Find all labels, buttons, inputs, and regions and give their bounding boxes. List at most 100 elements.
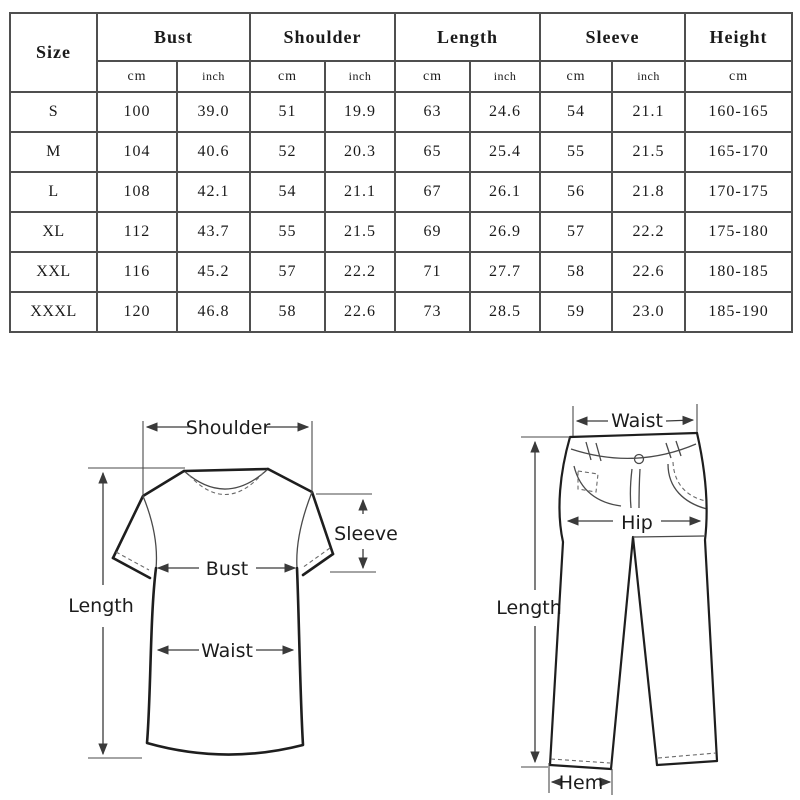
measurement-value: 54	[249, 171, 327, 213]
pants-left-outer-seam	[548, 435, 572, 767]
measurement-value: 57	[249, 251, 327, 293]
pants-fly-lines	[629, 468, 641, 509]
size-label: XXL	[9, 251, 98, 293]
measurement-value: 28.5	[469, 291, 542, 333]
pants-hem-label: Hem	[559, 772, 604, 794]
size-chart-table: Size Bust Shoulder Length Sleeve Height …	[9, 12, 794, 333]
measurement-value: 23.0	[611, 291, 687, 333]
measurement-value: 175-180	[684, 211, 794, 253]
size-row-xxl: XXL 116 45.2 57 22.2 71 27.7 58 22.6 180-185	[9, 251, 794, 293]
pants-right-pocket-curve	[667, 463, 708, 510]
measurement-value: 46.8	[175, 291, 252, 333]
measurement-value: 27.7	[469, 251, 542, 293]
pants-coin-pocket-dashed	[577, 470, 599, 493]
measurement-value: 40.6	[175, 131, 252, 173]
measurement-value: 22.2	[611, 211, 687, 253]
table-subheader-row: cm inch cm inch cm inch cm inch cm	[10, 60, 794, 93]
shirt-right-cuff-dashed	[301, 547, 331, 569]
shirt-length-label: Length	[68, 595, 134, 617]
pants-left-hem-line	[548, 763, 613, 771]
bust-group-header: Bust	[95, 12, 252, 62]
pants-right-cuff-dashed	[657, 752, 717, 759]
size-row-xxxl: XXXL 120 46.8 58 22.6 73 28.5 59 23.0 185-190	[9, 291, 794, 333]
measurement-value: 56	[539, 171, 614, 213]
measurement-value: 55	[249, 211, 327, 253]
shirt-right-armhole-seam	[296, 491, 313, 569]
measurement-value: 104	[96, 131, 178, 173]
measurement-value: 67	[394, 171, 472, 213]
shoulder-cm-header: cm	[249, 60, 327, 93]
measurement-value: 160-165	[684, 91, 794, 133]
pants-length-label: Length	[496, 597, 562, 619]
measurement-value: 21.5	[611, 131, 687, 173]
measurement-value: 42.1	[175, 171, 252, 213]
measurement-value: 55	[539, 131, 614, 173]
sleeve-inch-header: inch	[611, 60, 687, 93]
measurement-value: 180-185	[684, 251, 794, 293]
measurement-value: 45.2	[175, 251, 252, 293]
measurement-value: 112	[96, 211, 178, 253]
size-row-s: S 100 39.0 51 19.9 63 24.6 54 21.1 160-165	[9, 91, 794, 133]
sleeve-group-header: Sleeve	[539, 12, 687, 62]
measurement-value: 52	[249, 131, 327, 173]
height-cm-header: cm	[684, 60, 794, 93]
measurement-value: 185-190	[684, 291, 794, 333]
shirt-right-cuff	[301, 552, 335, 577]
measurement-value: 58	[539, 251, 614, 293]
measurement-value: 58	[249, 291, 327, 333]
shirt-bust-label: Bust	[206, 558, 248, 580]
pants-crotch-hip-line	[632, 535, 705, 538]
size-label: XL	[9, 211, 98, 253]
shirt-waist-label: Waist	[201, 640, 253, 662]
measurement-value: 73	[394, 291, 472, 333]
measurement-value: 19.9	[324, 91, 397, 133]
measurement-value: 21.1	[324, 171, 397, 213]
size-label: XXXL	[9, 291, 98, 333]
measurement-value: 24.6	[469, 91, 542, 133]
length-inch-header: inch	[469, 60, 542, 93]
measurement-value: 59	[539, 291, 614, 333]
measurement-value: 22.6	[324, 291, 397, 333]
measurement-value: 120	[96, 291, 178, 333]
shirt-left-cuff	[111, 556, 152, 580]
measurement-value: 21.8	[611, 171, 687, 213]
shirt-shoulder-label: Shoulder	[186, 417, 271, 439]
measurement-value: 100	[96, 91, 178, 133]
height-group-header: Height	[684, 12, 794, 62]
pants-waist-arrow-right	[665, 415, 695, 426]
measurement-value: 21.5	[324, 211, 397, 253]
shoulder-group-header: Shoulder	[249, 12, 397, 62]
shoulder-inch-header: inch	[324, 60, 397, 93]
tshirt-diagram: Shoulder Length Sleeve Bust Waist	[68, 417, 398, 759]
shirt-left-armhole-seam	[142, 495, 158, 570]
pants-right-outer-seam	[695, 431, 719, 763]
pants-belt-loop-left	[585, 441, 602, 462]
pants-left-pocket-curve	[573, 465, 622, 507]
measurement-value: 39.0	[175, 91, 252, 133]
measurement-value: 71	[394, 251, 472, 293]
measurement-value: 22.6	[611, 251, 687, 293]
size-row-xl: XL 112 43.7 55 21.5 69 26.9 57 22.2 175-180	[9, 211, 794, 253]
pants-inner-seams	[609, 535, 659, 771]
measurement-value: 26.1	[469, 171, 542, 213]
measurement-value: 26.9	[469, 211, 542, 253]
size-table-body: S 100 39.0 51 19.9 63 24.6 54 21.1 160-165 M 104 40.…	[9, 91, 794, 333]
sleeve-cm-header: cm	[539, 60, 614, 93]
measurement-value: 69	[394, 211, 472, 253]
measurement-value: 63	[394, 91, 472, 133]
measurement-value: 165-170	[684, 131, 794, 173]
measurement-value: 170-175	[684, 171, 794, 213]
pants-waist-top-line	[568, 431, 699, 439]
size-column-header: Size	[9, 12, 98, 93]
shirt-body-outline	[145, 566, 305, 756]
shirt-neck-top-line	[182, 467, 270, 473]
size-row-m: M 104 40.6 52 20.3 65 25.4 55 21.5 165-170	[9, 131, 794, 173]
size-label: M	[9, 131, 98, 173]
pants-button	[633, 453, 645, 465]
measurement-value: 65	[394, 131, 472, 173]
size-label: L	[9, 171, 98, 213]
pants-waist-label: Waist	[611, 410, 663, 432]
pants-left-cuff-dashed	[550, 758, 611, 764]
